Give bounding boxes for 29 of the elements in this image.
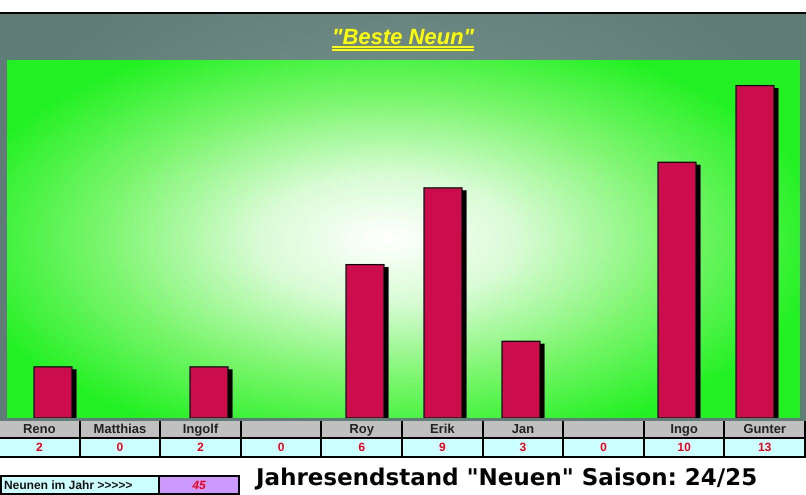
- data-label: 6: [322, 439, 403, 458]
- text: Neunen im Jahr >>>>>: [0, 475, 160, 495]
- text: 45: [158, 475, 240, 495]
- x-tick-label: Matthias: [80, 421, 162, 439]
- data-label: 0: [564, 439, 645, 458]
- data-label: 2: [161, 439, 242, 458]
- data-label: 9: [403, 439, 484, 458]
- bar: [345, 264, 385, 418]
- x-tick-label: Ingolf: [161, 421, 242, 439]
- data-label: 3: [484, 439, 564, 458]
- chart-title: "Beste Neun": [332, 24, 474, 49]
- x-tick-label: Roy: [322, 421, 403, 439]
- x-tick-label: Gunter: [725, 421, 806, 439]
- bar: [501, 340, 541, 418]
- bar: [189, 366, 229, 418]
- bar: [423, 187, 463, 418]
- data-label: 13: [725, 439, 806, 458]
- bar: [33, 366, 73, 418]
- data-label: 10: [644, 439, 726, 458]
- bar: [735, 84, 775, 418]
- data-label: 2: [0, 439, 81, 458]
- x-tick-label: Reno: [0, 421, 81, 439]
- x-tick-label: Jan: [484, 421, 564, 439]
- x-tick-label: Ingo: [644, 421, 726, 439]
- data-label: 0: [80, 439, 162, 458]
- bar: [657, 162, 697, 418]
- data-label: 0: [242, 439, 322, 458]
- text: Jahresendstand "Neuen" Saison: 24/25: [256, 464, 758, 493]
- x-tick-label: Erik: [403, 421, 484, 439]
